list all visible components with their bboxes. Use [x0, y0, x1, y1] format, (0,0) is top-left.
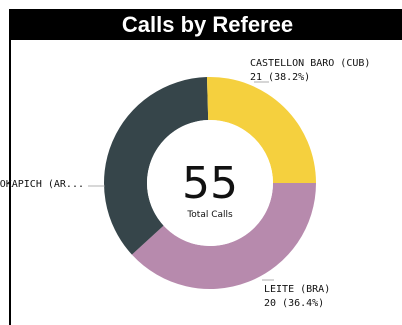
slices-group: [104, 77, 316, 289]
donut-hole: [147, 120, 273, 246]
slice-2: [206, 77, 316, 183]
slice-label-0: CASTELLON BARO (CUB): [250, 58, 370, 69]
slice-1: [104, 77, 209, 255]
leader-lines: [88, 81, 274, 281]
slice-label-2: OKAPICH (AR...: [0, 179, 84, 190]
slice-value-label-0: 21 (38.2%): [250, 72, 310, 83]
slice-0: [131, 183, 316, 289]
center-total-value: 55: [182, 158, 238, 209]
slice-value-label-1: 20 (36.4%): [264, 298, 324, 309]
slice-label-1: LEITE (BRA): [264, 284, 330, 295]
chart-title: Calls by Referee: [11, 9, 402, 40]
center-total-label: Total Calls: [186, 210, 233, 220]
slice-labels: CASTELLON BARO (CUB) 21 (38.2%) LEITE (BRA…: [0, 58, 370, 309]
